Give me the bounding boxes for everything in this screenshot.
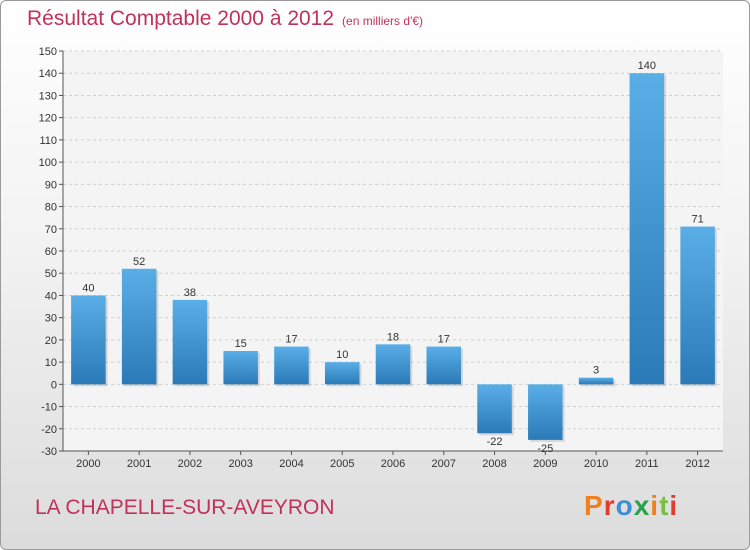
y-tick-label: -10 [41,402,57,414]
y-tick-label: 140 [39,68,57,80]
bar [223,351,258,385]
data-label: 15 [235,338,247,350]
x-tick-label: 2012 [685,458,709,470]
y-tick-label: 100 [39,157,57,169]
x-tick-label: 2010 [584,458,608,470]
x-tick-label: 2011 [635,458,659,470]
data-label: 17 [285,334,297,346]
bar [477,384,512,434]
data-label: 52 [133,256,145,268]
data-label: 18 [387,331,399,343]
y-tick-label: 130 [39,90,57,102]
x-tick-label: 2000 [76,458,100,470]
x-tick-label: 2008 [482,458,506,470]
x-tick-label: 2004 [279,458,303,470]
bar [578,377,614,385]
y-tick-label: 40 [45,290,57,302]
y-tick-label: 90 [45,179,57,191]
x-tick-label: 2005 [330,458,354,470]
y-tick-label: 70 [45,224,57,236]
y-tick-label: -20 [41,424,57,436]
y-tick-label: 0 [51,379,57,391]
logo-letter: P [584,490,604,521]
bar [121,268,157,385]
bar [680,226,715,385]
y-tick-label: 30 [45,313,57,325]
bar [528,384,563,440]
logo-letter: i [650,490,660,521]
y-tick-label: 80 [45,202,57,214]
y-tick-label: -30 [41,446,57,458]
chart-subtitle: (en milliers d'€) [342,14,424,28]
y-tick-label: 150 [39,46,57,58]
y-tick-label: 110 [39,135,57,147]
bar [629,73,665,385]
bar [375,344,411,385]
data-label: 40 [82,282,94,294]
bar [274,346,309,385]
data-label: 140 [638,60,656,72]
x-tick-label: 2001 [127,458,151,470]
x-tick-label: 2002 [178,458,202,470]
x-tick-label: 2003 [228,458,252,470]
bar [172,299,208,385]
x-tick-label: 2007 [432,458,456,470]
y-tick-label: 60 [45,246,57,258]
x-tick-label: 2006 [381,458,405,470]
logo-letter: r [603,490,616,521]
y-tick-label: 10 [45,357,57,369]
data-label: 3 [593,365,599,377]
data-label: 71 [691,214,703,226]
bar [426,346,462,385]
bar [71,295,106,385]
data-label: 17 [438,334,450,346]
data-label: 10 [336,349,348,361]
data-label: -25 [537,443,553,455]
y-tick-label: 20 [45,335,57,347]
x-tick-label: 2009 [533,458,557,470]
y-tick-label: 50 [45,268,57,280]
y-tick-label: 120 [39,113,57,125]
data-label: -22 [487,436,503,448]
chart-title-block: Résultat Comptable 2000 à 2012 (en millie… [27,7,423,31]
bar [324,362,360,385]
logo-letter: x [633,490,651,521]
commune-name: LA CHAPELLE-SUR-AVEYRON [35,496,335,519]
proxiti-logo: Proxiti [584,490,678,522]
logo-letter: t [659,490,670,521]
data-label: 38 [184,287,196,299]
chart-title: Résultat Comptable 2000 à 2012 [27,7,335,30]
logo-letter: i [669,490,679,521]
logo-letter: o [615,490,634,521]
